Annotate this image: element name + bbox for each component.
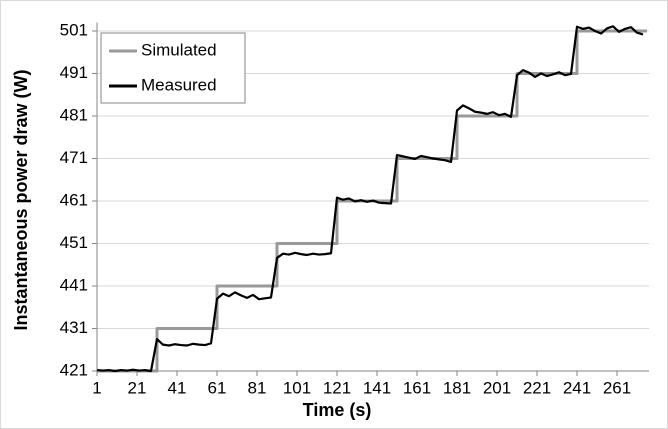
x-tick-label: 1 [92,378,101,397]
x-tick-label: 81 [248,378,267,397]
x-tick-label: 181 [443,378,471,397]
legend-label: Measured [141,75,217,94]
series-line [96,25,644,373]
x-tick-label: 141 [363,378,391,397]
y-axis-label: Instantaneous power draw (W) [11,69,31,330]
x-tick-label: 61 [208,378,227,397]
y-tick-label: 451 [60,233,88,252]
x-axis-label: Time (s) [303,400,372,420]
legend-box [100,32,246,104]
y-tick-label: 431 [60,318,88,337]
x-tick-label: 161 [403,378,431,397]
y-tick-label: 441 [60,275,88,294]
y-tick-label: 421 [60,360,88,379]
x-tick-label: 241 [563,378,591,397]
x-tick-label: 41 [168,378,187,397]
y-tick-label: 491 [60,63,88,82]
y-tick-label: 501 [60,20,88,39]
y-tick-label: 471 [60,148,88,167]
x-tick-label: 101 [283,378,311,397]
x-tick-label: 221 [523,378,551,397]
x-tick-label: 121 [323,378,351,397]
y-tick-label: 481 [60,105,88,124]
y-tick-label: 461 [60,190,88,209]
x-tick-label: 261 [603,378,631,397]
x-tick-label: 201 [483,378,511,397]
x-tick-label: 21 [128,378,147,397]
legend-label: Simulated [141,40,217,59]
